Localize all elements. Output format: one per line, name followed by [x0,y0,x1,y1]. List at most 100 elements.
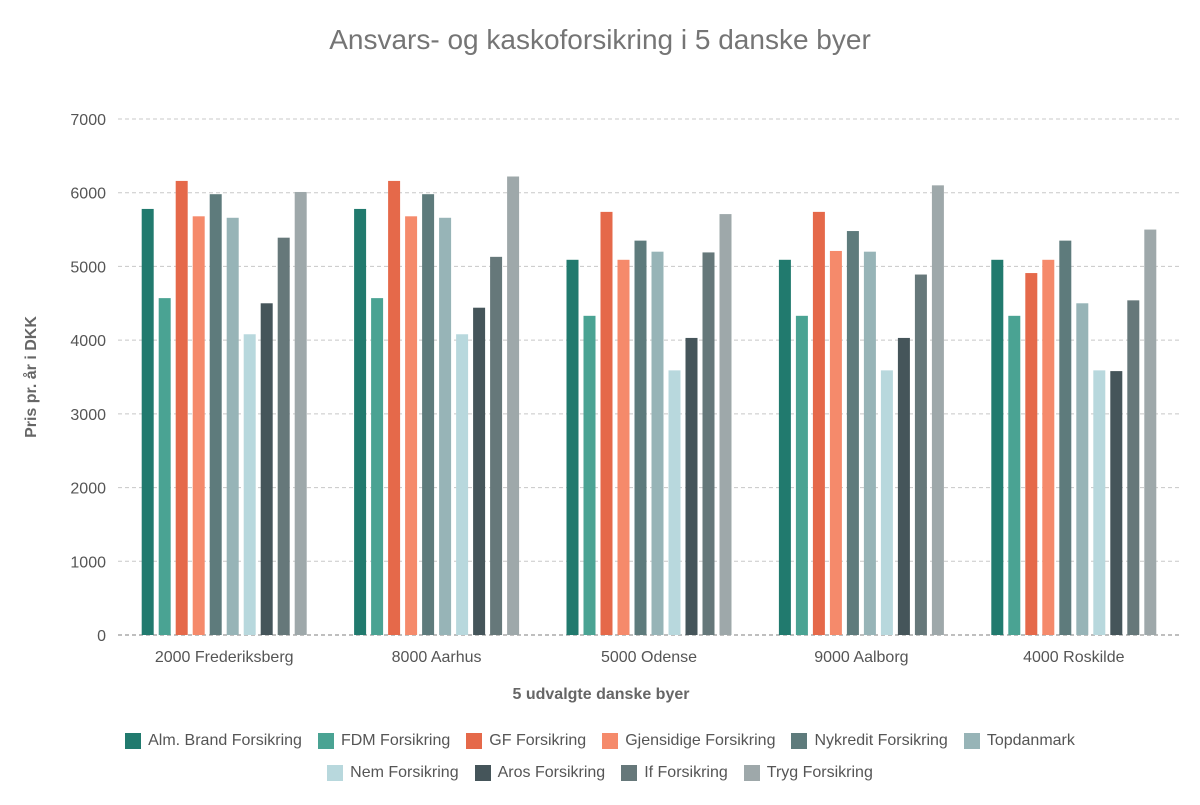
legend-item[interactable]: Tryg Forsikring [743,764,873,782]
bar [277,237,290,635]
legend-row-2: Nem Forsikring Aros Forsikring If Forsikri… [0,764,1200,782]
bar-chart: 0 1000 2000 3000 4000 5000 6000 7000 2000 Freder… [22,112,1180,703]
bar [260,303,273,635]
bar [1127,300,1140,635]
bar [1144,229,1157,636]
bar [507,176,520,636]
chart-title: Ansvars- og kaskoforsikring i 5 danske b… [329,24,871,55]
bar [1025,273,1038,635]
y-tick-label: 4000 [70,333,106,350]
legend-label: Tryg Forsikring [766,764,873,781]
legend-swatch [474,765,491,781]
bar [651,251,664,635]
bar [617,259,630,635]
bar [473,307,486,635]
legend-item[interactable]: GF Forsikring [466,732,586,750]
legend-swatch [317,733,334,749]
legend-label: Topdanmark [986,732,1075,749]
y-tick-label: 3000 [70,407,106,424]
bar [897,337,910,635]
bar [209,194,222,635]
bar [795,315,808,635]
y-tick-label: 1000 [70,554,106,571]
legend-label: Gjensidige Forsikring [625,732,776,749]
bar [634,240,647,635]
legend-swatch [621,765,638,781]
legend-label: Aros Forsikring [497,764,606,781]
bar [829,250,842,635]
legend-item[interactable]: Aros Forsikring [474,764,606,782]
bar [702,252,715,635]
legend-swatch [602,733,619,749]
bar [846,231,859,635]
bar [422,194,435,635]
legend-swatch [743,765,760,781]
bar [778,259,791,635]
bar [719,214,732,635]
bar [456,334,469,635]
legend-label: GF Forsikring [489,732,587,749]
bar [914,274,927,635]
y-tick-label: 0 [97,628,106,645]
x-tick-label: 9000 Aalborg [814,649,908,666]
bar [931,185,944,636]
legend-swatch [963,733,980,749]
bar [863,251,876,635]
legend-item[interactable]: Nykredit Forsikring [791,732,948,750]
bar [600,211,613,635]
y-tick-label: 7000 [70,112,106,129]
x-tick-label: 2000 Frederiksberg [155,649,294,666]
bar [668,370,681,635]
x-axis-title: 5 udvalgte danske byer [513,686,690,703]
x-tick-label: 8000 Aarhus [392,649,482,666]
legend-item[interactable]: Topdanmark [963,732,1075,750]
legend-row-1: Alm. Brand Forsikring FDM Forsikring GF Fo… [0,732,1200,750]
bar [566,259,579,635]
legend-label: FDM Forsikring [340,732,451,749]
bar [192,216,205,635]
legend-swatch [466,733,483,749]
bar [490,256,503,635]
bar [1110,371,1123,635]
bar [405,216,418,635]
bar [141,208,154,635]
y-tick-label: 6000 [70,186,106,203]
legend-label: Nem Forsikring [350,764,459,781]
bar [1059,240,1072,635]
bar [1008,315,1021,635]
legend-item[interactable]: Alm. Brand Forsikring [125,732,302,750]
bar [371,298,384,635]
legend-swatch [791,733,808,749]
legend-label: If Forsikring [644,764,728,781]
bar [243,334,256,635]
bar [1076,303,1089,635]
legend-item[interactable]: Nem Forsikring [327,764,459,782]
bar [226,217,239,635]
bar [991,259,1004,635]
legend-swatch [125,733,142,749]
x-tick-label: 4000 Roskilde [1023,649,1125,666]
bar [812,211,825,635]
bar [583,315,596,635]
bar [685,337,698,635]
y-axis-title: Pris pr. år i DKK [22,316,40,438]
y-tick-label: 5000 [70,259,106,276]
bar [354,208,367,635]
legend-item[interactable]: If Forsikring [621,764,728,782]
bar [439,217,452,635]
legend-label: Nykredit Forsikring [814,732,948,749]
bar [880,370,893,635]
x-tick-label: 5000 Odense [601,649,697,666]
bar [175,180,188,636]
y-tick-label: 2000 [70,481,106,498]
bar [1093,370,1106,635]
bar [294,191,307,635]
legend-label: Alm. Brand Forsikring [148,732,302,749]
bar [1042,259,1055,635]
bar [388,180,401,636]
legend-item[interactable]: FDM Forsikring [317,732,451,750]
legend-item[interactable]: Gjensidige Forsikring [602,732,775,750]
legend-swatch [327,765,344,781]
bar [158,298,171,635]
